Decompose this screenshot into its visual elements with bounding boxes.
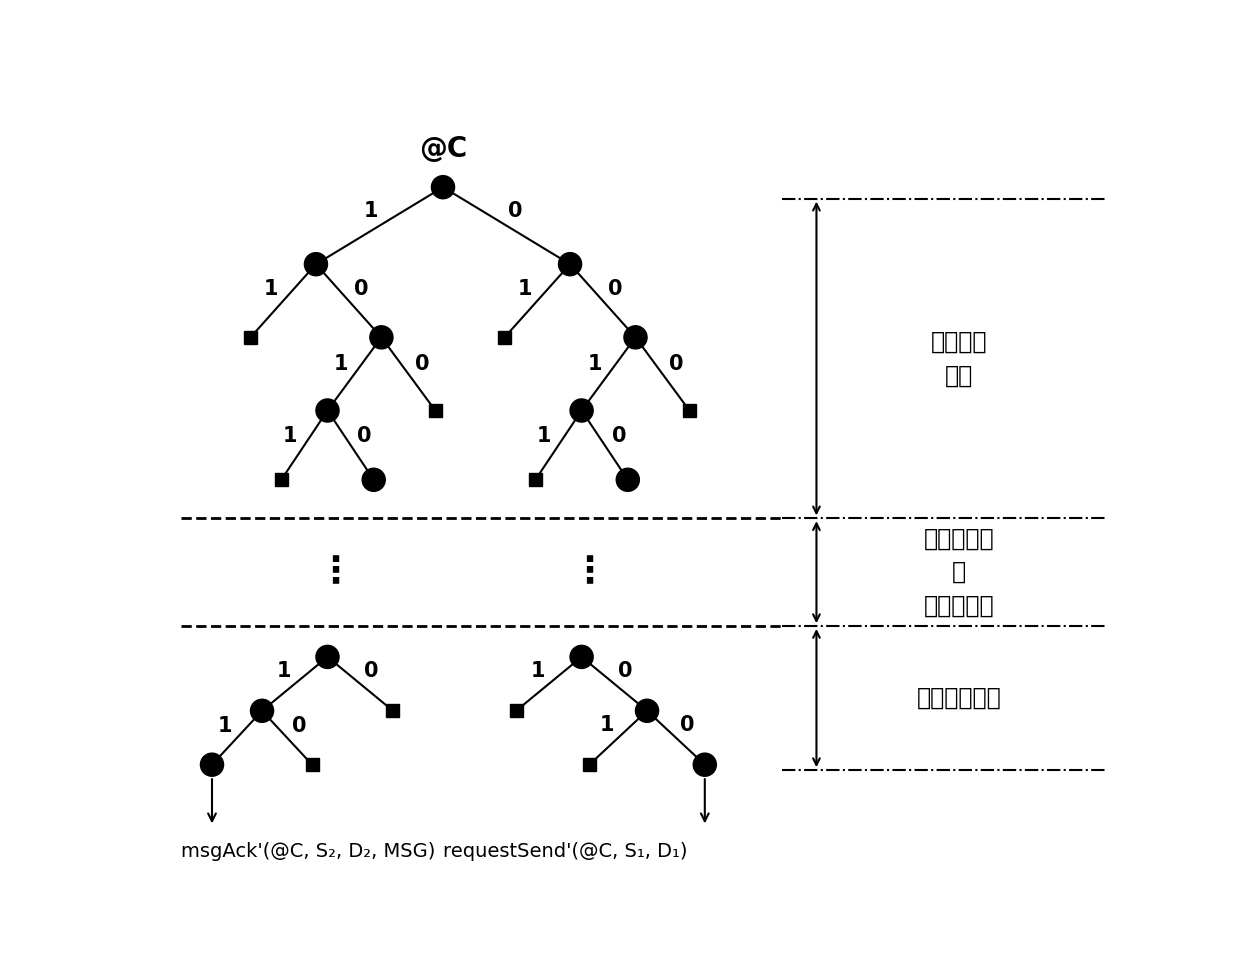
Text: 0: 0 [355, 279, 368, 300]
Text: 1: 1 [283, 426, 298, 446]
Circle shape [616, 468, 640, 491]
Circle shape [558, 253, 582, 276]
Circle shape [250, 699, 274, 722]
Circle shape [362, 468, 386, 491]
Text: 0: 0 [293, 716, 306, 736]
Text: 1: 1 [599, 715, 614, 735]
Bar [528, 473, 542, 486]
Bar [244, 331, 257, 344]
Text: 1: 1 [537, 426, 552, 446]
Bar [583, 758, 596, 771]
Circle shape [316, 645, 339, 669]
Bar [387, 705, 399, 717]
Bar [510, 705, 523, 717]
Text: 0: 0 [668, 354, 683, 374]
Text: 0: 0 [618, 661, 632, 681]
Text: 0: 0 [508, 201, 522, 222]
Text: @C: @C [419, 135, 467, 163]
Circle shape [432, 176, 455, 199]
Bar [429, 404, 441, 417]
Text: 1: 1 [517, 279, 532, 300]
Text: 1: 1 [334, 354, 348, 374]
Text: 1: 1 [217, 716, 232, 736]
Text: 0: 0 [357, 426, 372, 446]
Text: 1: 1 [531, 661, 546, 681]
Text: 0: 0 [363, 661, 378, 681]
Bar [683, 404, 696, 417]
Text: ⋮: ⋮ [572, 555, 608, 590]
Text: requestSend'(@C, S₁, D₁): requestSend'(@C, S₁, D₁) [443, 842, 687, 861]
Text: 1: 1 [363, 201, 378, 222]
Circle shape [316, 399, 339, 422]
Text: 发送方编码
和
接收方编码: 发送方编码 和 接收方编码 [924, 527, 994, 618]
Bar [498, 331, 511, 344]
Circle shape [693, 753, 717, 776]
Circle shape [570, 645, 593, 669]
Circle shape [201, 753, 223, 776]
Text: 0: 0 [608, 279, 622, 300]
Circle shape [624, 326, 647, 348]
Text: 1: 1 [277, 661, 291, 681]
Circle shape [304, 253, 327, 276]
Circle shape [635, 699, 658, 722]
Text: 0: 0 [681, 715, 694, 735]
Circle shape [570, 399, 593, 422]
Text: 1: 1 [263, 279, 278, 300]
Bar [305, 758, 319, 771]
Circle shape [370, 326, 393, 348]
Text: 补充信息编码: 补充信息编码 [916, 686, 1001, 711]
Text: 0: 0 [414, 354, 429, 374]
Bar [275, 473, 288, 486]
Text: 信息类型
编码: 信息类型 编码 [931, 330, 987, 387]
Text: msgAck'(@C, S₂, D₂, MSG): msgAck'(@C, S₂, D₂, MSG) [181, 842, 435, 861]
Text: 0: 0 [611, 426, 626, 446]
Text: 1: 1 [588, 354, 603, 374]
Text: ⋮: ⋮ [317, 555, 353, 590]
